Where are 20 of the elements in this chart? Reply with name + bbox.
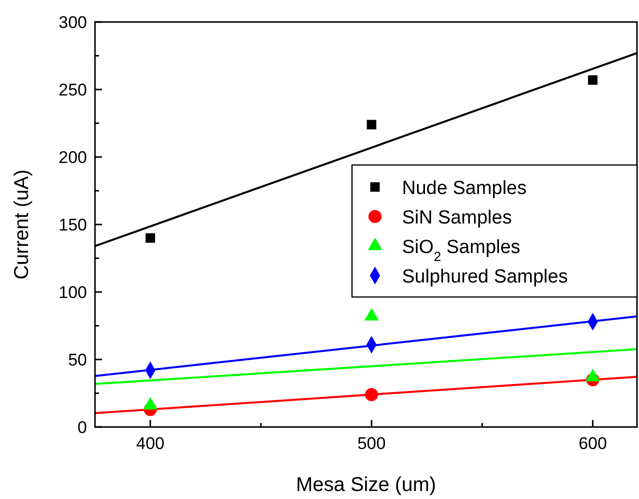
y-tick-label: 50 — [68, 350, 87, 370]
legend-label: Nude Samples — [402, 178, 527, 199]
y-tick-label: 200 — [58, 148, 87, 167]
y-tick-label: 300 — [58, 13, 87, 32]
legend-label: SiN Samples — [402, 208, 512, 228]
y-axis-title: Current (uA) — [11, 169, 33, 280]
legend-label: SiO$_{2}$ Samples — [402, 237, 520, 264]
point — [588, 75, 598, 85]
y-tick-label: 150 — [58, 216, 87, 234]
legend-label: Sulphured Samples — [402, 266, 568, 288]
y-tick-label: 100 — [58, 283, 87, 302]
y-tick-label: 250 — [58, 80, 87, 100]
point — [366, 120, 376, 130]
y-tick-label: 0 — [78, 418, 87, 437]
x-axis-title: Mesa Size (um) — [296, 474, 436, 496]
point — [364, 388, 378, 402]
point — [146, 233, 156, 243]
x-tick-label: 600 — [578, 434, 607, 453]
x-tick-label: 500 — [357, 434, 386, 453]
x-tick-label: 400 — [136, 434, 164, 453]
